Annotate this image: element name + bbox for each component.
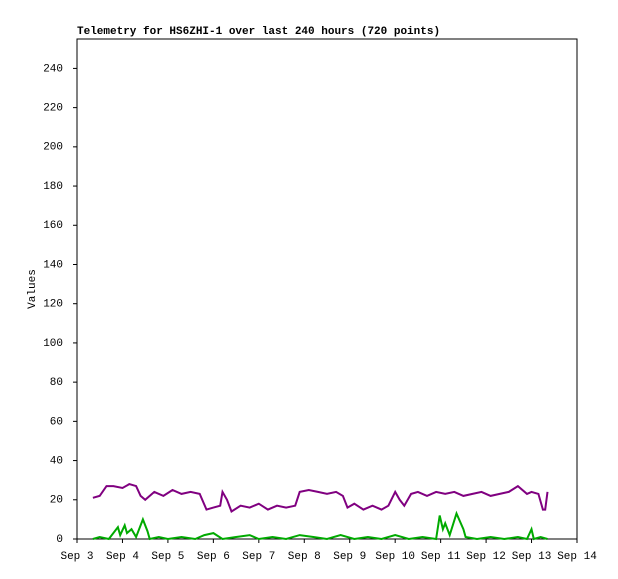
y-tick-label: 200 bbox=[43, 142, 63, 154]
y-axis-label: Values bbox=[27, 269, 39, 309]
x-tick-label: Sep 14 bbox=[557, 551, 597, 563]
x-tick-label: Sep 6 bbox=[197, 551, 230, 563]
y-tick-label: 180 bbox=[43, 181, 63, 193]
y-tick-label: 100 bbox=[43, 338, 63, 350]
y-tick-label: 120 bbox=[43, 299, 63, 311]
x-tick-label: Sep 9 bbox=[333, 551, 366, 563]
y-tick-label: 220 bbox=[43, 103, 63, 115]
y-tick-label: 40 bbox=[50, 455, 63, 467]
x-tick-label: Sep 4 bbox=[106, 551, 139, 563]
series-line bbox=[92, 510, 548, 541]
y-tick-label: 0 bbox=[56, 534, 63, 546]
x-tick-label: Sep 13 bbox=[512, 551, 552, 563]
y-tick-label: 20 bbox=[50, 495, 63, 507]
series-line bbox=[92, 483, 549, 514]
x-tick-label: Sep 12 bbox=[466, 551, 506, 563]
y-tick-label: 140 bbox=[43, 259, 63, 271]
x-tick-label: Sep 7 bbox=[242, 551, 275, 563]
y-tick-label: 60 bbox=[50, 416, 63, 428]
x-tick-label: Sep 3 bbox=[60, 551, 93, 563]
x-tick-label: Sep 5 bbox=[151, 551, 184, 563]
x-tick-label: Sep 8 bbox=[288, 551, 321, 563]
y-tick-label: 240 bbox=[43, 63, 63, 75]
x-tick-label: Sep 11 bbox=[421, 551, 461, 563]
plot-frame bbox=[76, 38, 578, 540]
chart-title: Telemetry for HS6ZHI-1 over last 240 hou… bbox=[77, 26, 440, 38]
y-tick-label: 80 bbox=[50, 377, 63, 389]
x-tick-label: Sep 10 bbox=[375, 551, 415, 563]
y-tick-label: 160 bbox=[43, 220, 63, 232]
